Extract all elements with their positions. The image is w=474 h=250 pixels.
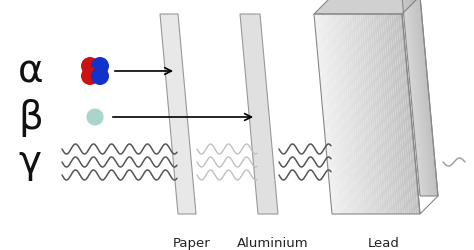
Polygon shape xyxy=(316,15,337,214)
Polygon shape xyxy=(320,15,341,214)
Polygon shape xyxy=(314,0,420,15)
Polygon shape xyxy=(323,15,343,214)
Polygon shape xyxy=(419,0,438,196)
Polygon shape xyxy=(400,15,420,214)
Polygon shape xyxy=(382,15,402,214)
Polygon shape xyxy=(240,15,278,214)
Polygon shape xyxy=(349,15,369,214)
Polygon shape xyxy=(356,15,376,214)
Polygon shape xyxy=(345,15,365,214)
Polygon shape xyxy=(407,0,425,196)
Text: β: β xyxy=(18,98,43,136)
Polygon shape xyxy=(411,0,429,196)
Polygon shape xyxy=(334,15,354,214)
Text: γ: γ xyxy=(18,142,41,180)
Polygon shape xyxy=(416,0,434,196)
Polygon shape xyxy=(354,15,374,214)
Polygon shape xyxy=(395,15,416,214)
Polygon shape xyxy=(347,15,367,214)
Polygon shape xyxy=(367,15,387,214)
Polygon shape xyxy=(410,0,428,196)
Polygon shape xyxy=(408,0,427,196)
Polygon shape xyxy=(403,0,422,196)
Polygon shape xyxy=(406,0,424,196)
Polygon shape xyxy=(411,0,430,196)
Polygon shape xyxy=(336,15,356,214)
Polygon shape xyxy=(327,15,347,214)
Polygon shape xyxy=(374,15,393,214)
Circle shape xyxy=(91,58,109,76)
Polygon shape xyxy=(314,15,334,214)
Polygon shape xyxy=(415,0,434,196)
Polygon shape xyxy=(338,15,358,214)
Polygon shape xyxy=(416,0,435,196)
Polygon shape xyxy=(380,15,400,214)
Text: Paper: Paper xyxy=(173,236,211,249)
Polygon shape xyxy=(410,0,428,196)
Polygon shape xyxy=(325,15,345,214)
Polygon shape xyxy=(408,0,426,196)
Text: α: α xyxy=(18,53,44,91)
Polygon shape xyxy=(369,15,389,214)
Polygon shape xyxy=(410,0,429,196)
Polygon shape xyxy=(416,0,434,196)
Polygon shape xyxy=(412,0,431,196)
Polygon shape xyxy=(407,0,425,196)
Polygon shape xyxy=(391,15,411,214)
Polygon shape xyxy=(418,0,437,196)
Circle shape xyxy=(81,68,99,86)
Polygon shape xyxy=(389,15,409,214)
Text: Lead: Lead xyxy=(368,236,400,249)
Polygon shape xyxy=(371,15,392,214)
Polygon shape xyxy=(363,15,383,214)
Polygon shape xyxy=(332,15,352,214)
Polygon shape xyxy=(387,15,407,214)
Polygon shape xyxy=(417,0,436,196)
Polygon shape xyxy=(402,0,421,196)
Polygon shape xyxy=(319,15,338,214)
Polygon shape xyxy=(340,15,361,214)
Polygon shape xyxy=(418,0,436,196)
Polygon shape xyxy=(398,15,418,214)
Polygon shape xyxy=(360,15,381,214)
Circle shape xyxy=(91,68,109,86)
Polygon shape xyxy=(414,0,432,196)
Polygon shape xyxy=(404,0,423,196)
Polygon shape xyxy=(412,0,430,196)
Polygon shape xyxy=(351,15,372,214)
Polygon shape xyxy=(407,0,426,196)
Polygon shape xyxy=(160,15,196,214)
Polygon shape xyxy=(415,0,433,196)
Polygon shape xyxy=(375,15,396,214)
Polygon shape xyxy=(358,15,378,214)
Polygon shape xyxy=(384,15,405,214)
Text: Aluminium: Aluminium xyxy=(237,236,309,249)
Polygon shape xyxy=(414,0,433,196)
Polygon shape xyxy=(403,0,421,196)
Polygon shape xyxy=(419,0,438,196)
Polygon shape xyxy=(405,0,423,196)
Polygon shape xyxy=(405,0,424,196)
Polygon shape xyxy=(378,15,398,214)
Polygon shape xyxy=(402,0,420,196)
Polygon shape xyxy=(406,0,425,196)
Circle shape xyxy=(81,58,99,76)
Polygon shape xyxy=(343,15,363,214)
Polygon shape xyxy=(417,0,435,196)
Circle shape xyxy=(87,110,103,126)
Polygon shape xyxy=(329,15,350,214)
Polygon shape xyxy=(419,0,437,196)
Polygon shape xyxy=(413,0,432,196)
Polygon shape xyxy=(409,0,427,196)
Polygon shape xyxy=(409,0,428,196)
Polygon shape xyxy=(413,0,431,196)
Polygon shape xyxy=(393,15,413,214)
Polygon shape xyxy=(365,15,385,214)
Polygon shape xyxy=(404,0,422,196)
